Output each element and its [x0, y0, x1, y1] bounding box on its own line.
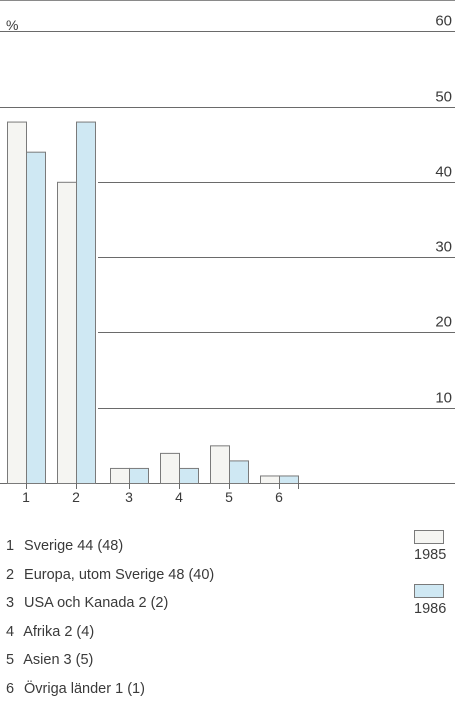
legend-swatch-1985	[414, 530, 444, 544]
legend-item-4: 4 Afrika 2 (4)	[6, 623, 95, 640]
legend-item-3: 3 USA och Kanada 2 (2)	[6, 595, 169, 612]
bar-1985-cat-1	[7, 121, 27, 484]
year-legend-1985: 1985	[410, 530, 455, 563]
x-tick-label-3: 3	[125, 489, 133, 505]
bar-1985-cat-3	[110, 467, 130, 485]
bar-1986-cat-1	[26, 151, 46, 484]
y-tick-label-10: 10	[435, 390, 452, 407]
y-tick-label-20: 20	[435, 314, 452, 331]
year-legend-1986: 1986	[410, 584, 455, 617]
category-legend: 1 Sverige 44 (48) 2 Europa, utom Sverige…	[6, 532, 214, 704]
y-tick-labels: 10 20 30 40 50 60	[435, 13, 452, 407]
x-tick-label-6: 6	[275, 489, 283, 505]
y-tick-label-50: 50	[435, 89, 452, 106]
bar-1986-cat-5	[229, 460, 249, 485]
legend-swatch-1986	[414, 584, 444, 598]
y-tick-label-40: 40	[435, 164, 452, 181]
x-tick-label-5: 5	[225, 489, 233, 505]
legend-item-1: 1 Sverige 44 (48)	[6, 538, 124, 554]
bar-1986-cat-3	[129, 467, 149, 485]
bar-1985-cat-5	[210, 445, 230, 485]
y-tick-label-60: 60	[435, 13, 452, 30]
x-tick-label-2: 2	[72, 489, 80, 505]
legend-year-1986: 1986	[414, 601, 447, 617]
bar-1986-cat-2	[76, 121, 96, 484]
legend-item-2: 2 Europa, utom Sverige 48 (40)	[6, 566, 215, 583]
category-labels: 1 2 3 4 5 6	[22, 483, 299, 505]
bar-1985-cat-4	[160, 452, 180, 485]
legend-year-1985: 1985	[414, 547, 447, 563]
bars	[7, 121, 299, 485]
x-tick-label-1: 1	[22, 489, 30, 505]
y-unit-label: %	[6, 17, 18, 33]
y-tick-label-30: 30	[435, 239, 452, 256]
bar-1986-cat-6	[279, 475, 299, 485]
legend-item-5: 5 Asien 3 (5)	[6, 652, 94, 669]
legend-item-6: 6 Övriga länder 1 (1)	[6, 680, 145, 697]
bar-1986-cat-4	[179, 467, 199, 485]
bar-1985-cat-2	[57, 181, 77, 485]
bar-1985-cat-6	[260, 475, 280, 485]
x-tick-label-4: 4	[175, 489, 183, 505]
